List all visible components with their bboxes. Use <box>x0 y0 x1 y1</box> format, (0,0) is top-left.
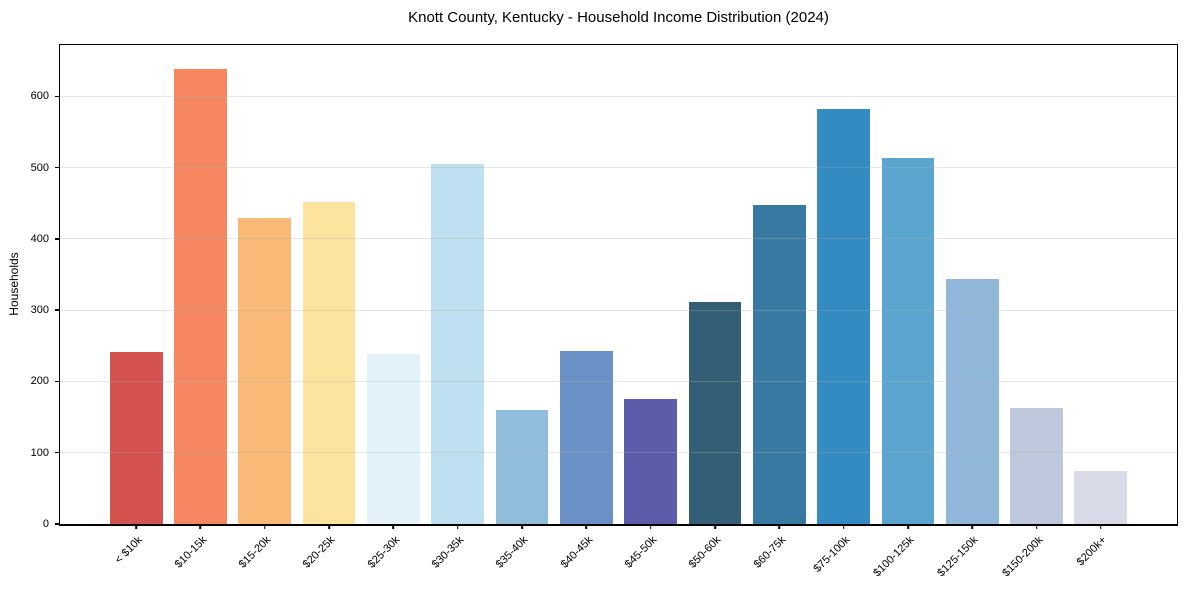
x-tick-mark <box>199 524 202 529</box>
x-tick-mark <box>971 524 974 529</box>
bar-slot <box>1069 45 1133 524</box>
x-tick-label: $20-25k <box>300 534 338 571</box>
x-tick-mark <box>263 524 266 529</box>
x-tick-mark <box>392 524 395 529</box>
x-tick-label: $200k+ <box>1075 534 1110 569</box>
x-tick-mark <box>907 524 909 529</box>
y-tick-label-300: 300 <box>30 304 49 317</box>
bar-45-50k <box>624 399 678 524</box>
x-tick-label: $75-100k <box>811 534 853 575</box>
bar-10-15k <box>174 68 227 524</box>
x-tick-label: $100-125k <box>871 534 917 580</box>
bar-100-125k <box>881 157 935 524</box>
bar-75-100k <box>817 109 870 524</box>
x-tick-label: $60-75k <box>751 534 788 571</box>
y-tick-mark <box>55 238 60 240</box>
bar-slot <box>168 45 232 524</box>
y-tick-label-200: 200 <box>30 375 49 388</box>
y-tick-mark <box>55 452 60 454</box>
chart-title: Knott County, Kentucky - Household Incom… <box>408 9 829 26</box>
y-tick-mark <box>55 380 60 383</box>
bar-10k <box>109 351 163 524</box>
gridlines-layer <box>60 45 1177 524</box>
y-tick-label-600: 600 <box>30 90 49 103</box>
x-tick-label: $125-150k <box>935 534 981 580</box>
y-axis-ticks: 0 100 200 300 400 500 600 <box>31 45 1177 530</box>
gridline-100 <box>60 452 1177 454</box>
x-tick-label: $40-45k <box>558 534 595 571</box>
y-tick-mark <box>55 309 60 311</box>
bar-slot <box>104 45 168 524</box>
x-tick-mark <box>714 524 716 529</box>
bar-slot <box>1004 45 1068 524</box>
x-tick-label: $150-200k <box>999 534 1046 580</box>
x-tick-label: < $10k <box>112 534 145 567</box>
bar-slot <box>619 45 683 524</box>
bar-slot <box>683 45 747 524</box>
gridline-300 <box>60 309 1177 311</box>
x-tick-mark <box>778 524 781 529</box>
bars-container <box>104 45 1133 524</box>
x-tick-mark <box>521 524 523 529</box>
x-tick-label: $50-60k <box>686 534 724 571</box>
x-tick-mark <box>135 524 137 529</box>
bar-slot <box>554 45 618 524</box>
x-tick-label: $15-20k <box>236 534 274 571</box>
x-tick-label: $30-35k <box>429 534 467 571</box>
bar-20-25k <box>302 201 356 524</box>
bar-125-150k <box>945 278 999 524</box>
bar-slot <box>876 45 940 524</box>
x-tick-label: $10-15k <box>172 534 209 571</box>
x-tick-mark <box>328 524 330 529</box>
x-tick-label: $25-30k <box>365 534 402 571</box>
gridline-200 <box>60 380 1177 382</box>
gridline-400 <box>60 238 1177 240</box>
bar-slot <box>361 45 425 524</box>
y-tick-label-100: 100 <box>30 446 49 459</box>
bar-slot <box>490 45 554 524</box>
x-tick-label: $45-50k <box>622 534 660 571</box>
bar-slot <box>940 45 1004 524</box>
bar-35-40k <box>495 409 549 524</box>
bar-150-200k <box>1010 407 1063 524</box>
x-tick-mark <box>456 524 459 529</box>
y-tick-label-500: 500 <box>30 161 49 174</box>
bar-30-35k <box>431 164 485 524</box>
bar-slot <box>233 45 297 524</box>
x-tick-mark <box>585 524 588 529</box>
bar-50-60k <box>688 301 742 524</box>
y-tick-mark <box>55 166 60 169</box>
bar-slot <box>747 45 811 524</box>
bar-60-75k <box>752 205 806 524</box>
bar-15-20k <box>238 218 292 524</box>
gridline-600 <box>60 95 1177 97</box>
bar-200k+ <box>1074 470 1128 524</box>
bar-25-30k <box>367 354 420 524</box>
x-tick-mark <box>649 524 652 529</box>
bar-40-45k <box>559 350 613 524</box>
bar-slot <box>426 45 490 524</box>
x-tick-mark <box>842 524 845 529</box>
gridline-500 <box>60 167 1177 169</box>
y-tick-mark <box>55 523 60 525</box>
x-tick-mark <box>1035 524 1038 529</box>
x-axis-ticks: < $10k $10-15k $15-20k $20-25k $25-30k $30-35… <box>104 524 1133 588</box>
x-tick-mark <box>1100 524 1102 529</box>
y-tick-mark <box>55 95 60 98</box>
x-tick-label: $35-40k <box>493 534 531 571</box>
bar-slot <box>297 45 361 524</box>
y-tick-label-400: 400 <box>30 232 49 245</box>
y-tick-label-0: 0 <box>42 518 49 530</box>
plot-area: 0 100 200 300 400 500 600 < $10k $10-15k $15-20k… <box>31 44 1178 579</box>
bar-slot <box>811 45 875 524</box>
